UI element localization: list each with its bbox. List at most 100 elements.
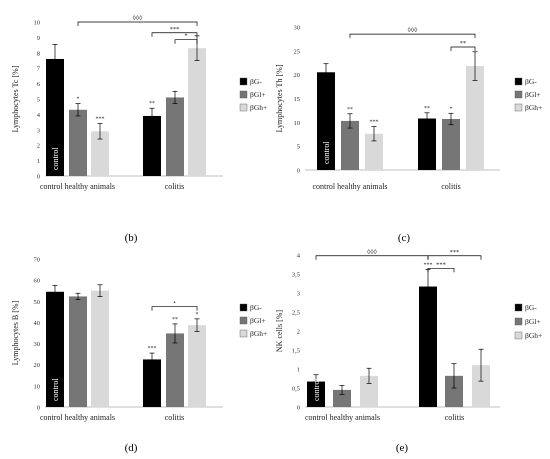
legend-swatch <box>239 316 248 325</box>
y-tick-label: 2 <box>297 329 300 336</box>
bar <box>472 365 490 407</box>
bar <box>188 48 206 176</box>
y-tick-label: 3,5 <box>292 272 300 279</box>
y-tick-label: 0 <box>297 405 300 412</box>
y-tick-label: 40 <box>34 320 41 327</box>
x-category-label: control healthy animals <box>40 182 115 191</box>
significance-label: *** <box>424 262 433 268</box>
panel-label: (b) <box>125 232 138 244</box>
y-tick-label: 15 <box>294 96 301 103</box>
legend-label: βG- <box>525 303 537 312</box>
bar <box>445 375 463 407</box>
y-tick-label: 0 <box>37 405 40 412</box>
y-axis-label: Lymphocytes Th [%] <box>275 64 284 132</box>
x-category-label: control healthy animals <box>305 413 380 422</box>
bar <box>317 72 335 170</box>
x-category-label: colitis <box>165 413 185 422</box>
y-tick-label: 4 <box>37 112 41 119</box>
bracket-label: * <box>184 33 187 40</box>
y-tick-label: 0 <box>37 174 40 181</box>
legend-label: βGl+ <box>250 90 266 99</box>
x-category-label: colitis <box>445 413 465 422</box>
bracket-label: ◊◊◊ <box>367 249 377 256</box>
y-tick-label: 30 <box>294 25 301 32</box>
significance-label: ** <box>424 106 430 112</box>
significance-label: * <box>196 312 199 318</box>
y-tick-label: 1 <box>37 158 40 165</box>
y-tick-label: 70 <box>34 257 41 264</box>
panel-label: (d) <box>125 442 138 454</box>
bracket-label: ◊◊◊ <box>408 27 418 34</box>
x-category-label: control healthy animals <box>312 182 387 191</box>
bar <box>333 389 351 407</box>
bar <box>419 286 437 407</box>
legend-swatch <box>239 77 248 86</box>
x-category-label: colitis <box>165 182 185 191</box>
bar <box>91 131 109 176</box>
bar <box>188 325 206 407</box>
y-tick-label: 5 <box>37 97 40 104</box>
legend-swatch <box>514 77 523 86</box>
legend-label: βGh+ <box>525 331 542 340</box>
legend-label: βGl+ <box>525 90 541 99</box>
significance-bracket <box>450 46 476 52</box>
y-tick-label: 1 <box>297 367 300 374</box>
bar <box>418 118 436 170</box>
legend-label: βG- <box>525 77 537 86</box>
y-tick-label: 20 <box>34 362 41 369</box>
significance-label: *** <box>370 120 379 126</box>
significance-bracket <box>151 306 198 311</box>
significance-label: ** <box>172 317 178 323</box>
bar-annotation: control <box>312 378 321 401</box>
bar <box>360 375 378 407</box>
y-tick-label: 2 <box>37 143 40 150</box>
y-tick-label: 10 <box>294 120 301 127</box>
bar <box>143 115 161 176</box>
bar <box>341 120 359 170</box>
significance-bracket <box>427 267 455 273</box>
bar-annotation: control <box>322 141 331 164</box>
y-tick-label: 25 <box>294 48 301 55</box>
legend-label: βGl+ <box>250 316 266 325</box>
y-tick-label: 7 <box>37 66 41 73</box>
significance-bracket <box>174 39 198 44</box>
significance-bracket <box>77 21 198 26</box>
bar-annotation: control <box>51 147 60 170</box>
y-tick-label: 0 <box>297 168 300 175</box>
legend-swatch <box>514 317 523 326</box>
y-tick-label: 10 <box>34 383 41 390</box>
y-tick-label: 30 <box>34 341 41 348</box>
legend-label: βG- <box>250 77 262 86</box>
bar <box>46 58 64 176</box>
bar <box>46 291 64 407</box>
significance-bracket <box>349 33 476 39</box>
significance-label: ** <box>347 107 353 113</box>
significance-label: *** <box>96 117 105 123</box>
legend-swatch <box>514 103 523 112</box>
bracket-label: *** <box>436 261 446 268</box>
legend-swatch <box>239 303 248 312</box>
bar <box>365 133 383 170</box>
y-tick-label: 50 <box>34 299 41 306</box>
significance-bracket <box>151 32 198 37</box>
bar <box>166 333 184 407</box>
legend-swatch <box>514 303 523 312</box>
legend-swatch <box>514 331 523 340</box>
bar <box>442 118 460 170</box>
y-tick-label: 8 <box>37 50 40 57</box>
legend-swatch <box>239 90 248 99</box>
bar <box>307 381 325 407</box>
significance-bracket <box>315 255 429 260</box>
legend-swatch <box>514 90 523 99</box>
significance-bracket <box>427 255 482 260</box>
y-tick-label: 60 <box>34 278 41 285</box>
significance-label: ** <box>149 101 155 107</box>
legend-swatch <box>239 329 248 338</box>
legend-label: βGh+ <box>250 329 267 338</box>
panel-label: (c) <box>398 232 411 244</box>
y-tick-label: 10 <box>34 20 41 27</box>
